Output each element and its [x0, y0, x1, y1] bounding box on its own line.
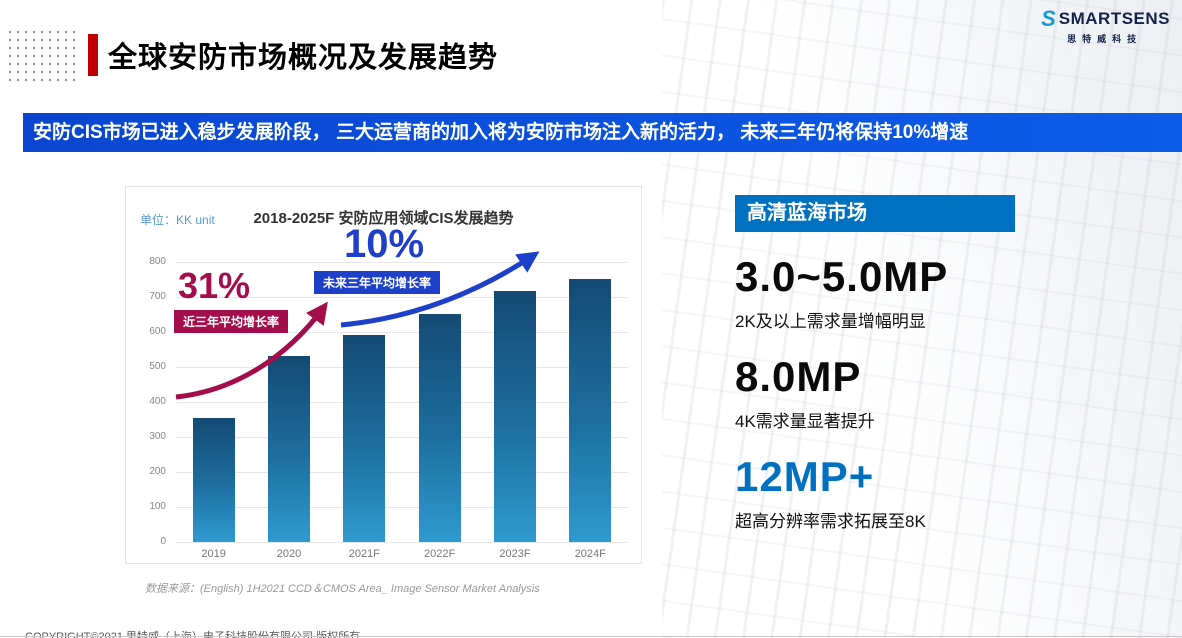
gridline — [176, 542, 628, 543]
bar-column: 2021F — [334, 262, 394, 560]
page-title: 全球安防市场概况及发展趋势 — [108, 42, 499, 74]
growth-rate-10-percent: 10% — [344, 222, 425, 266]
bar-series: 2019 2020 2021F 2022F 2023F 2024F — [176, 262, 628, 560]
y-axis-tick: 400 — [149, 396, 166, 407]
title-accent-bar — [88, 34, 98, 76]
gridline — [176, 437, 628, 438]
bar-column: 2020 — [259, 262, 319, 560]
y-axis-tick: 500 — [149, 361, 166, 372]
bar-2023F — [493, 291, 536, 542]
panel-header: 高清蓝海市场 — [735, 195, 1015, 232]
growth-rate-10-label: 未来三年平均增长率 — [314, 271, 441, 294]
title-row: 全球安防市场概况及发展趋势 — [88, 34, 498, 76]
gridline — [176, 472, 628, 473]
y-axis-tick: 700 — [149, 291, 166, 302]
x-axis-label: 2019 — [201, 548, 226, 560]
chart-unit-label: 单位：KK unit — [140, 213, 215, 227]
market-segment-item: 3.0~5.0MP 2K及以上需求量增幅明显 — [735, 253, 1155, 332]
x-axis-label: 2023F — [499, 548, 531, 560]
growth-rate-31-percent: 31% — [178, 265, 251, 306]
panel-items: 3.0~5.0MP 2K及以上需求量增幅明显 8.0MP 4K需求量显著提升 12MP+… — [735, 253, 1155, 532]
y-axis-tick: 600 — [149, 326, 166, 337]
gridline — [176, 402, 628, 403]
key-message-text: 安防CIS市场已进入稳步发展阶段， 三大运营商的加入将为安防市场注入新的活力， … — [33, 122, 969, 143]
x-axis-label: 2021F — [348, 548, 380, 560]
bar-chart-plot: 0 100 200 300 400 500 600 700 800 2019 2020 2021F 2… — [138, 256, 633, 572]
bar-2019 — [192, 418, 235, 542]
y-axis-tick: 300 — [149, 431, 166, 442]
logo-brand-text: SMARTSENS — [1058, 9, 1170, 28]
x-axis-label: 2020 — [276, 548, 302, 560]
y-axis: 0 100 200 300 400 500 600 700 800 — [138, 256, 170, 547]
x-axis-label: 2022F — [424, 548, 456, 560]
bar-column: 2024F — [560, 262, 620, 560]
gridline — [176, 332, 628, 333]
logo-subtitle: 思特威科技 — [1067, 34, 1143, 44]
bar-2022F — [418, 314, 461, 542]
market-segment-item: 12MP+ 超高分辨率需求拓展至8K — [735, 453, 1155, 532]
chart-card: 单位：KK unit 2018-2025F 安防应用领域CIS发展趋势 0 100… — [125, 186, 642, 564]
y-axis-tick: 800 — [149, 256, 166, 267]
chart-title: 2018-2025F 安防应用领域CIS发展趋势 — [253, 210, 514, 227]
smartsens-s-icon: S — [1041, 6, 1056, 31]
segment-desc: 4K需求量显著提升 — [735, 412, 875, 431]
gridline — [176, 367, 628, 368]
bar-column: 2022F — [410, 262, 470, 560]
segment-value: 8.0MP — [735, 353, 862, 400]
market-segment-item: 8.0MP 4K需求量显著提升 — [735, 353, 1155, 432]
dots-decoration — [6, 28, 78, 82]
segment-desc: 2K及以上需求量增幅明显 — [735, 312, 926, 331]
y-axis-tick: 100 — [149, 501, 166, 512]
segment-value: 12MP+ — [735, 453, 875, 500]
y-axis-tick: 200 — [149, 466, 166, 477]
right-panel: 高清蓝海市场 3.0~5.0MP 2K及以上需求量增幅明显 8.0MP 4K需求量显著… — [735, 195, 1155, 532]
data-source: 数据来源：(English) 1H2021 CCD＆CMOS Area_ Ima… — [145, 583, 540, 595]
gridline — [176, 507, 628, 508]
segment-desc: 超高分辨率需求拓展至8K — [735, 512, 926, 531]
bar-2024F — [569, 279, 612, 542]
segment-value: 3.0~5.0MP — [735, 253, 949, 300]
bar-2021F — [343, 335, 386, 542]
growth-rate-31-label: 近三年平均增长率 — [174, 310, 289, 333]
bar-2020 — [267, 356, 310, 542]
logo-top-row: S SMARTSENS — [1041, 8, 1170, 30]
bar-column: 2023F — [485, 262, 545, 560]
bottom-divider — [0, 636, 1182, 637]
bar-column: 2019 — [184, 262, 244, 560]
key-message-banner: 安防CIS市场已进入稳步发展阶段， 三大运营商的加入将为安防市场注入新的活力， … — [23, 113, 1182, 152]
y-axis-tick: 0 — [160, 536, 166, 547]
x-axis-label: 2024F — [574, 548, 606, 560]
smartsens-logo: S SMARTSENS 思特威科技 — [1041, 8, 1170, 45]
copyright: COPYRIGHT©2021 思特威（上海）电子科技股份有限公司 版权所有 — [25, 631, 361, 638]
